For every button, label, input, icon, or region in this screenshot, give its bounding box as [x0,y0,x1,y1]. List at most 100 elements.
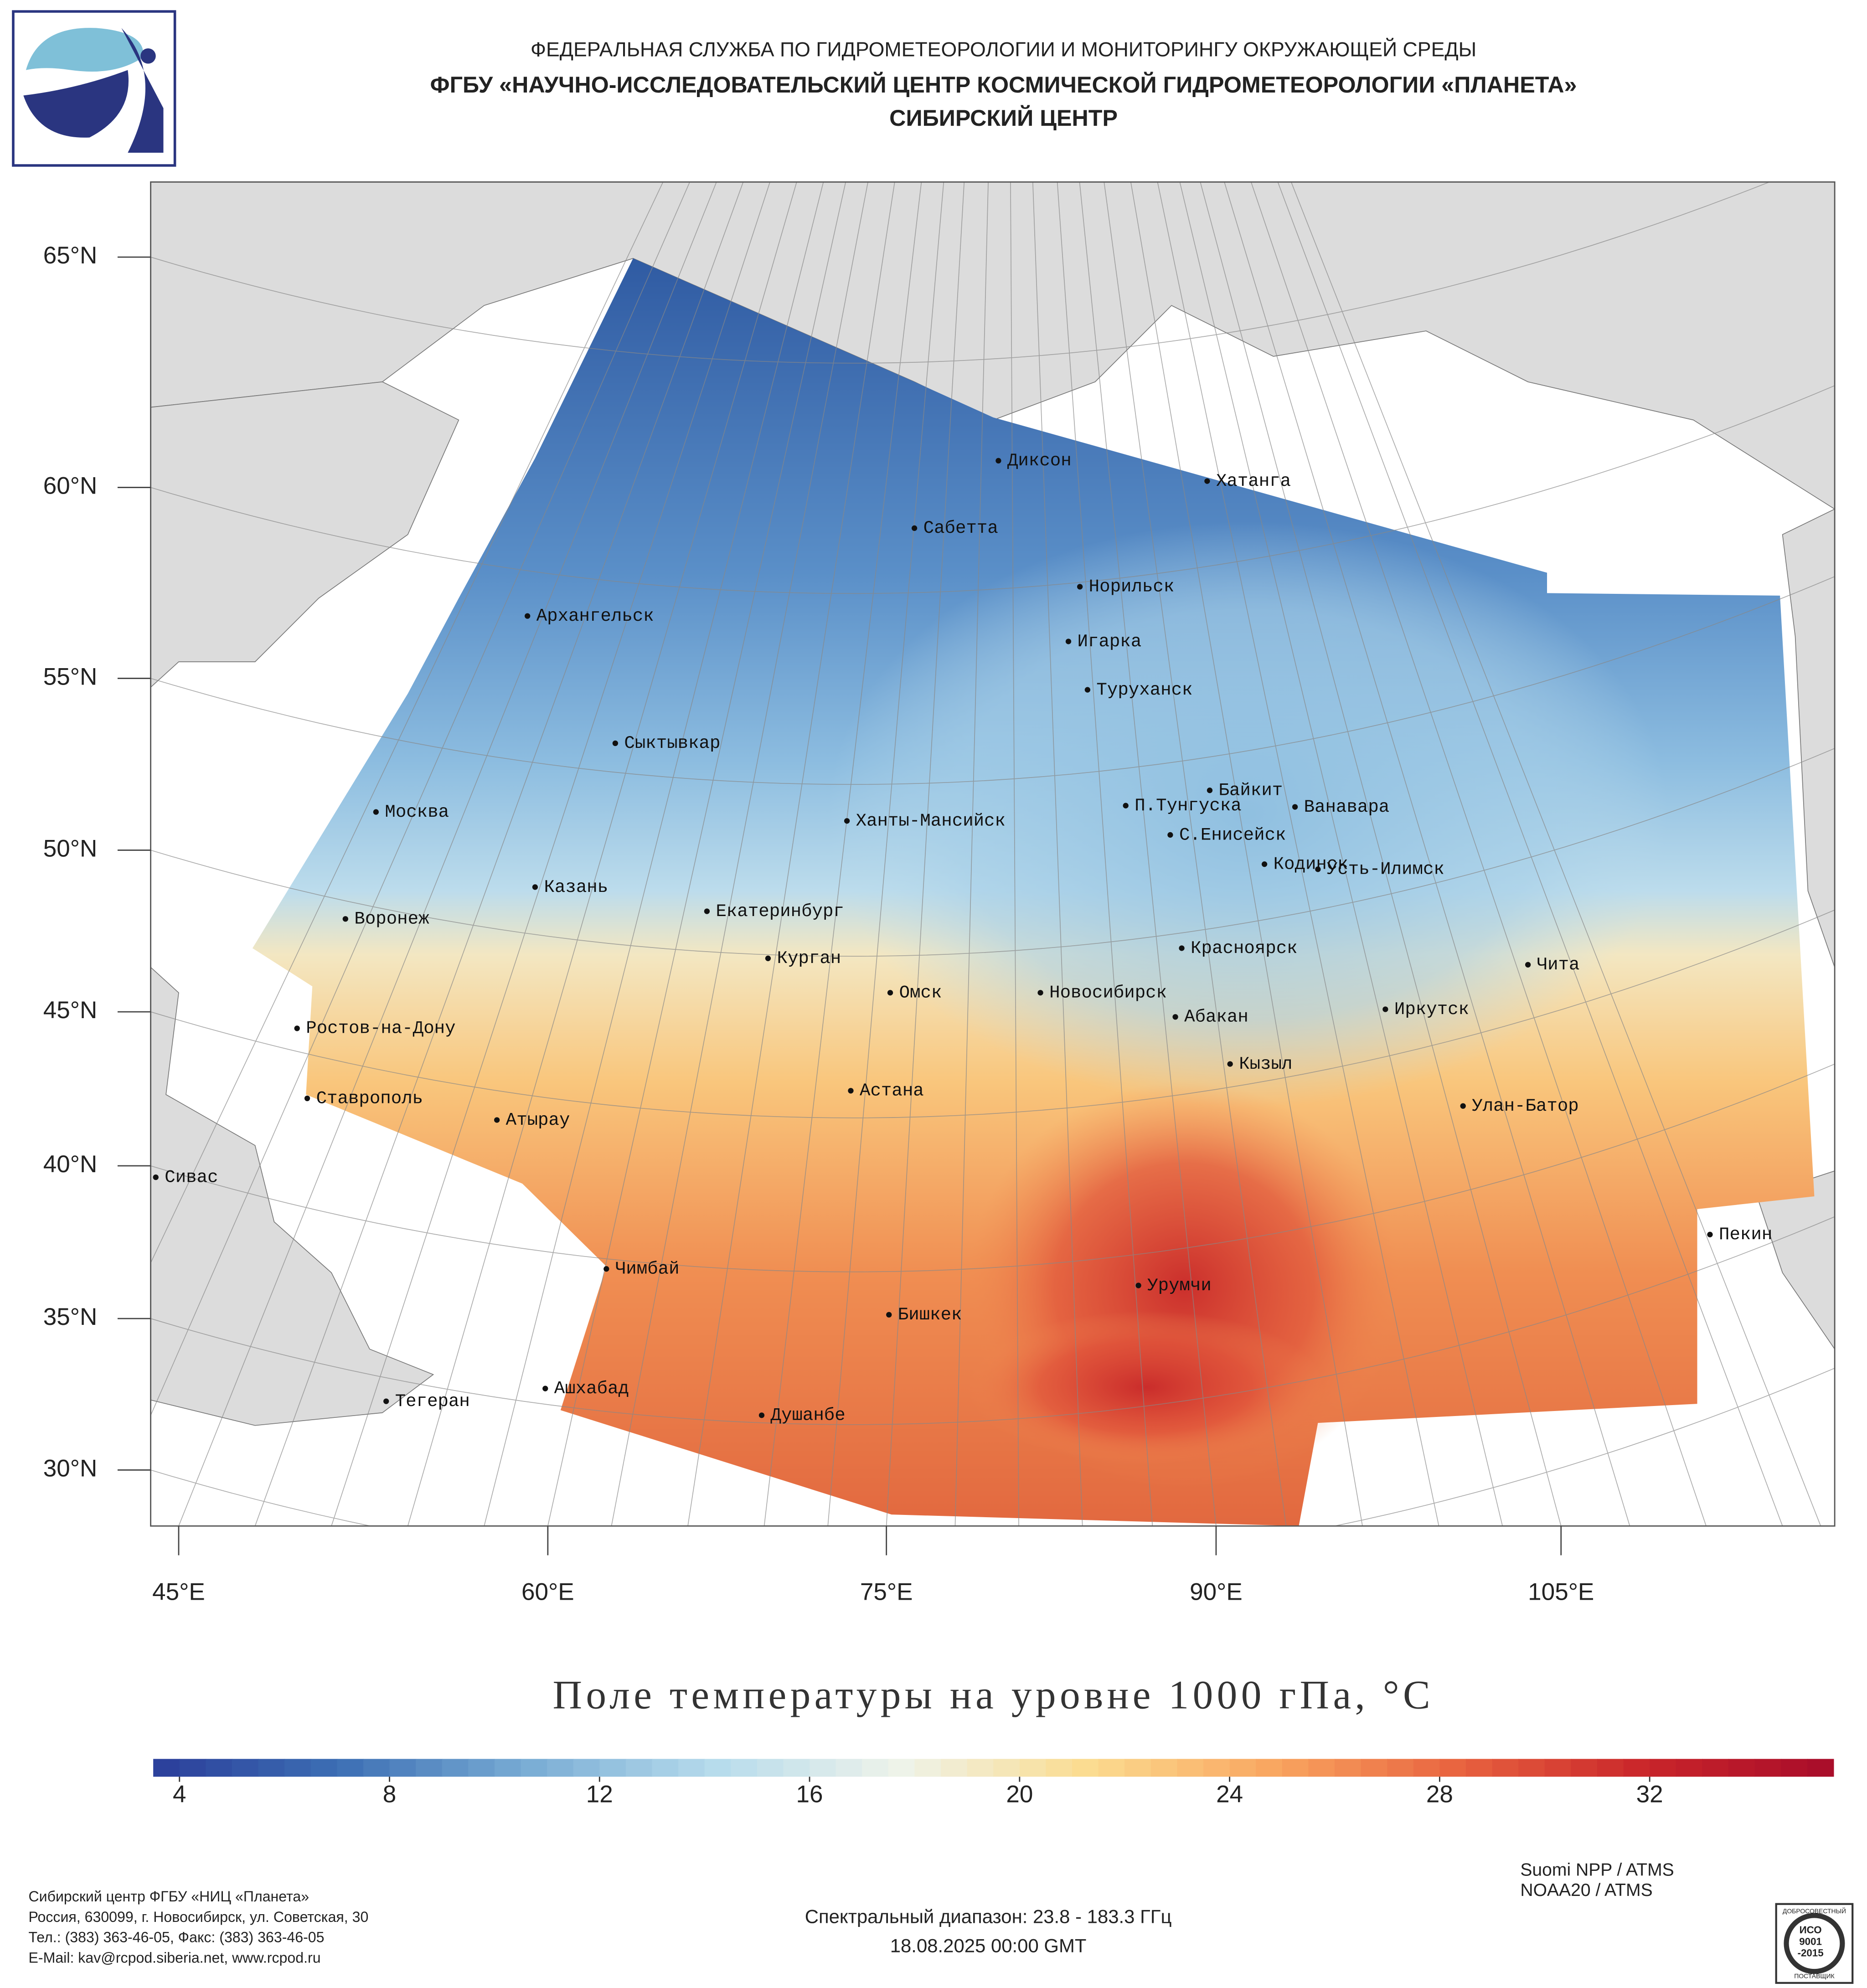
city-dot [1207,788,1213,793]
lon-label: 90°E [1190,1578,1243,1605]
colorbar-segment [810,1759,836,1777]
iso-text: 9001 [1799,1936,1822,1947]
meridian [150,182,664,1264]
colorbar-segment [468,1759,495,1777]
parallel [150,748,1835,957]
lat-label: 30°N [43,1455,98,1482]
city-label: Сабетта [923,518,998,538]
map-frame [150,181,1836,1527]
city-label: Астана [860,1081,924,1101]
city-dot [1123,803,1129,809]
colorbar-segment [704,1759,732,1777]
city-label: Усть-Илимск [1327,859,1444,880]
city-dot [1315,866,1321,872]
meridian [178,182,717,1526]
spectral-range: Спектральный диапазон: 23.8 - 183.3 ГГц [805,1906,1172,1927]
city-dot [294,1025,300,1031]
meridian [1200,182,1562,1526]
lon-label: 105°E [1528,1578,1594,1605]
meridian [611,182,869,1526]
city-label: Атырау [506,1110,570,1130]
colorbar-segment [731,1759,758,1777]
colorbar-segment [573,1759,600,1777]
colorbar-segment [1413,1759,1440,1777]
city-label: Воронеж [354,909,429,929]
meridian [1104,182,1287,1526]
meridian [1032,182,1083,1526]
city-label: Ставрополь [316,1088,423,1108]
colorbar-segment [888,1759,915,1777]
hot-area [968,1311,1325,1464]
city-dot [765,955,771,961]
meridian [547,182,846,1526]
colorbar-segment [494,1759,521,1777]
meridian [827,182,944,1526]
city-dot [525,613,531,619]
colorbar-segment [1728,1759,1755,1777]
colorbar-segment [1597,1759,1624,1777]
city-dot [494,1117,500,1123]
colorbar-segment [1150,1759,1178,1777]
city-label: Москва [385,802,449,822]
colorbar-tick-label: 16 [796,1781,823,1808]
meridian [1179,182,1503,1526]
meridian [1057,182,1153,1526]
meridian [331,182,770,1526]
colorbar-segment [442,1759,469,1777]
meridian [954,182,989,1526]
meridian [687,182,895,1526]
city-label: Ростов-на-Дону [306,1018,455,1039]
parallel [150,385,1835,594]
colorbar-segment [232,1759,259,1777]
colorbar-tick-label: 32 [1636,1781,1663,1808]
city-dot [911,525,918,531]
city-dot [612,740,619,747]
colorbar-segment [625,1759,653,1777]
city-dot [1077,584,1083,590]
city-label: Ашхабад [554,1378,629,1399]
city-label: Байкит [1219,780,1283,801]
city-label: Казань [544,877,608,897]
address-line: Россия, 630099, г. Новосибирск, ул. Сове… [28,1909,368,1925]
city-dot [1707,1231,1713,1237]
city-label: Сыктывкар [624,733,720,753]
address-line: E-Mail: kav@rcpod.siberia.net, www.rcpod… [28,1949,320,1966]
header-center: СИБИРСКИЙ ЦЕНТР [889,105,1118,131]
colorbar-segment [206,1759,233,1777]
city-label: Бишкек [898,1304,962,1325]
city-dot [886,1312,892,1318]
iso-badge: ДОБРОСОВЕСТНЫЙ ИСО 9001 -2015 ПОСТАВЩИК [1775,1903,1854,1984]
colorbar-segment [1623,1759,1650,1777]
city-label: Хатанга [1216,471,1291,491]
lon-label: 60°E [521,1578,574,1605]
colorbar-segment [1203,1759,1230,1777]
colorbar-segment [1439,1759,1467,1777]
header-agency: ФЕДЕРАЛЬНАЯ СЛУЖБА ПО ГИДРОМЕТЕОРОЛОГИИ … [531,37,1476,61]
meridian [1130,182,1363,1526]
colorbar-segment [1019,1759,1047,1777]
lat-label: 35°N [43,1303,98,1330]
city-dot [1204,478,1210,484]
city-label: С.Енисейск [1179,824,1286,845]
colorbar-segment [1282,1759,1309,1777]
colorbar-segment [1702,1759,1729,1777]
colorbar-segment [1124,1759,1151,1777]
address-line: Сибирский центр ФГБУ «НИЦ «Планета» [28,1888,309,1905]
city-label: Диксон [1007,450,1072,471]
colorbar-segment [1335,1759,1362,1777]
city-dot [844,818,850,824]
city-label: Ханты-Мансийск [856,811,1006,831]
colorbar-segment [521,1759,548,1777]
city-label: Туруханск [1096,680,1192,700]
city-label: Абакан [1184,1007,1248,1027]
colorbar-segment [1492,1759,1519,1777]
colorbar-segment [1177,1759,1204,1777]
meridian [1290,182,1821,1526]
lat-label: 40°N [43,1151,98,1178]
colorbar-segment [678,1759,705,1777]
meridian [1250,182,1707,1526]
colorbar-segment [1754,1759,1782,1777]
city-dot [1084,687,1091,693]
city-dot [383,1398,389,1404]
colorbar-segment [258,1759,285,1777]
